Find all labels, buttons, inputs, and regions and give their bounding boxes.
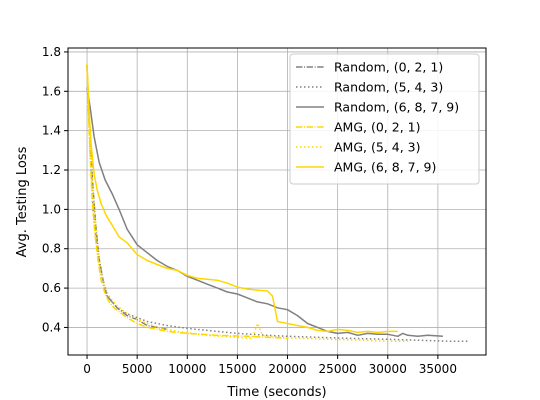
legend-box	[289, 53, 480, 185]
y-tick-label: 1.2	[42, 163, 61, 177]
y-tick-label: 1.4	[42, 124, 61, 138]
legend-label: Random, (0, 2, 1)	[334, 60, 443, 75]
x-tick-label: 10000	[168, 362, 206, 376]
series-line-6	[86, 63, 398, 334]
x-tick-label: 30000	[369, 362, 407, 376]
series-line-5	[86, 65, 408, 342]
y-tick-label: 1.0	[42, 202, 61, 216]
x-tick-label: 25000	[319, 362, 357, 376]
y-tick-label: 1.6	[42, 84, 61, 98]
series-lines	[86, 63, 468, 342]
x-tick-label: 0	[83, 362, 91, 376]
x-tick-label: 15000	[218, 362, 256, 376]
series-line-4	[86, 65, 288, 340]
legend-label: Random, (5, 4, 3)	[334, 80, 443, 95]
x-tick-label: 5000	[122, 362, 153, 376]
legend-label: AMG, (6, 8, 7, 9)	[334, 160, 436, 175]
legend: Random, (0, 2, 1) Random, (5, 4, 3) Random…	[289, 53, 480, 185]
series-line-1	[86, 65, 168, 331]
x-tick-label: 35000	[419, 362, 457, 376]
x-axis-label: Time (seconds)	[226, 385, 326, 400]
axis-ticks: 0 5000 10000 15000 20000 25000 30000 35000 0.4 0.…	[42, 45, 457, 376]
y-axis-label: Avg. Testing Loss	[15, 146, 30, 257]
y-tick-label: 0.4	[42, 320, 61, 334]
legend-label: AMG, (5, 4, 3)	[334, 140, 420, 155]
legend-label: AMG, (0, 2, 1)	[334, 120, 420, 135]
series-line-3	[86, 87, 443, 338]
legend-label: Random, (6, 8, 7, 9)	[334, 100, 459, 115]
y-tick-label: 0.6	[42, 281, 61, 295]
plot-frame	[67, 47, 487, 356]
x-tick-label: 20000	[268, 362, 306, 376]
y-tick-label: 1.8	[42, 45, 61, 59]
y-tick-label: 0.8	[42, 242, 61, 256]
